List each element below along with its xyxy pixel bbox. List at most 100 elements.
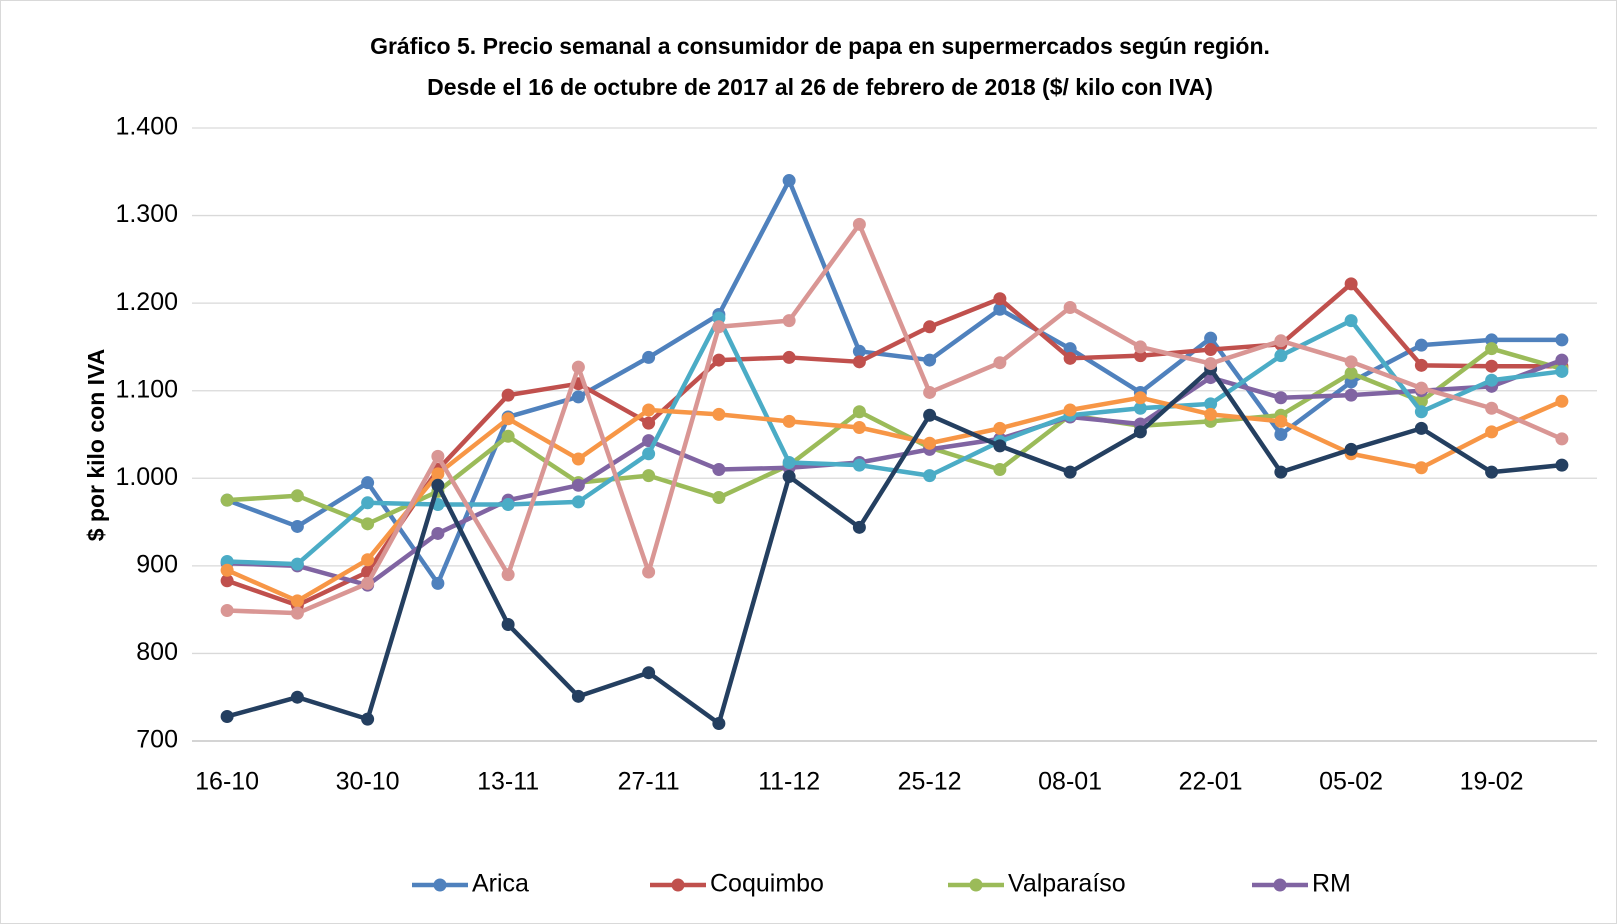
data-point xyxy=(1414,338,1428,352)
data-point xyxy=(220,493,234,507)
data-point xyxy=(361,712,375,726)
data-point xyxy=(782,314,796,328)
series-line xyxy=(226,366,1563,726)
x-tick-label: 30-10 xyxy=(336,768,400,796)
series-line xyxy=(227,357,1563,588)
data-point xyxy=(1204,407,1218,421)
data-point xyxy=(1063,351,1077,365)
data-point xyxy=(361,476,375,490)
data-point xyxy=(431,449,445,463)
data-point xyxy=(1274,465,1288,479)
data-point xyxy=(782,456,796,470)
data-point xyxy=(1485,342,1499,356)
data-point xyxy=(220,604,234,618)
data-point xyxy=(1344,388,1358,402)
data-point xyxy=(431,526,445,540)
data-point xyxy=(923,385,937,399)
data-point xyxy=(220,709,234,723)
legend-marker xyxy=(1273,878,1287,892)
data-point xyxy=(571,478,585,492)
x-tick-label: 05-02 xyxy=(1319,768,1383,796)
data-point xyxy=(1485,359,1499,373)
data-point xyxy=(923,436,937,450)
data-point xyxy=(993,463,1007,477)
legend-marker xyxy=(969,878,983,892)
data-point xyxy=(1485,425,1499,439)
data-point xyxy=(642,565,656,579)
data-point xyxy=(501,618,515,632)
data-point xyxy=(642,469,656,483)
data-point xyxy=(852,520,866,534)
data-point xyxy=(923,469,937,483)
x-tick-label: 16-10 xyxy=(195,768,259,796)
data-point xyxy=(1414,405,1428,419)
data-point xyxy=(571,390,585,404)
data-point xyxy=(1555,353,1569,367)
data-point xyxy=(1414,461,1428,475)
data-point xyxy=(993,292,1007,306)
y-tick-label: 800 xyxy=(136,638,178,666)
data-point xyxy=(1133,401,1147,415)
x-tick-label: 08-01 xyxy=(1038,768,1102,796)
data-point xyxy=(852,458,866,472)
data-point xyxy=(290,557,304,571)
legend-label: Valparaíso xyxy=(1008,870,1126,898)
data-point xyxy=(712,320,726,334)
series-line xyxy=(226,281,1562,608)
data-point xyxy=(361,496,375,510)
data-point xyxy=(361,553,375,567)
series-line xyxy=(226,178,1562,586)
data-point xyxy=(1133,425,1147,439)
data-point xyxy=(1274,391,1288,405)
legend-label: RM xyxy=(1312,870,1351,898)
data-point xyxy=(1344,314,1358,328)
data-point xyxy=(431,478,445,492)
series-line xyxy=(226,346,1563,527)
data-point xyxy=(1414,421,1428,435)
data-point xyxy=(712,353,726,367)
x-tick-label: 22-01 xyxy=(1179,768,1243,796)
legend-label: Arica xyxy=(472,870,529,898)
data-point xyxy=(993,356,1007,370)
data-point xyxy=(852,355,866,369)
data-point xyxy=(1204,331,1218,345)
data-point xyxy=(1063,342,1077,356)
data-point xyxy=(571,495,585,509)
data-point xyxy=(1204,397,1218,411)
data-point xyxy=(1344,442,1358,456)
data-point xyxy=(1485,465,1499,479)
data-point xyxy=(852,405,866,419)
data-point xyxy=(712,716,726,730)
data-point xyxy=(501,412,515,426)
data-point xyxy=(290,690,304,704)
data-point xyxy=(782,470,796,484)
data-point xyxy=(501,568,515,582)
data-point xyxy=(501,498,515,512)
data-point xyxy=(361,576,375,590)
data-point xyxy=(1063,301,1077,315)
data-point xyxy=(712,407,726,421)
data-point xyxy=(712,491,726,505)
data-point xyxy=(1555,458,1569,472)
data-point xyxy=(290,519,304,533)
data-point xyxy=(1274,334,1288,348)
y-tick-label: 1.000 xyxy=(115,463,178,491)
data-point xyxy=(712,463,726,477)
data-point xyxy=(852,344,866,358)
data-point xyxy=(290,594,304,608)
legend-marker xyxy=(433,878,447,892)
data-point xyxy=(1133,391,1147,405)
data-point xyxy=(1344,277,1358,291)
data-point xyxy=(571,689,585,703)
legend-marker xyxy=(671,878,685,892)
data-point xyxy=(1555,333,1569,347)
data-point xyxy=(1274,349,1288,363)
y-tick-label: 1.100 xyxy=(115,375,178,403)
data-point xyxy=(852,217,866,231)
data-point xyxy=(923,408,937,422)
data-point xyxy=(361,517,375,531)
data-point xyxy=(1063,403,1077,417)
data-point xyxy=(1204,357,1218,371)
